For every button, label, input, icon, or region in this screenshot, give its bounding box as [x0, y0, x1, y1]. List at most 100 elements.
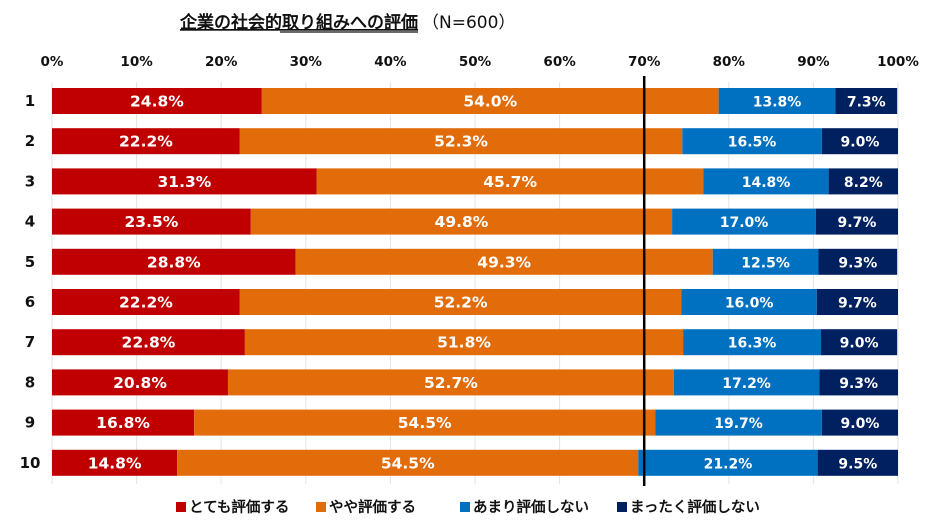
- data-label: 17.0%: [720, 215, 769, 231]
- bar-segment: [52, 449, 178, 476]
- bar-segment: [815, 208, 898, 235]
- data-label: 12.5%: [741, 255, 790, 271]
- category-labels: 1 2 3 4 5 6 7 8 9 10: [20, 92, 41, 472]
- bar-segment: [194, 409, 656, 436]
- data-label: 17.2%: [722, 376, 771, 392]
- bars: 24.8% 54.0% 13.8% 7.3% 22.2% 52.3% 16.5% 9.0% 31…: [52, 88, 898, 476]
- bar-segment: [52, 208, 251, 235]
- legend-label: あまり評価しない: [473, 498, 589, 516]
- data-label: 9.5%: [838, 456, 877, 472]
- data-label: 45.7%: [483, 173, 537, 191]
- legend-label: まったく評価しない: [630, 498, 760, 516]
- category-label: 4: [25, 213, 35, 231]
- category-label: 5: [25, 253, 35, 271]
- bar-segment: [681, 289, 817, 315]
- data-label: 9.3%: [838, 255, 877, 271]
- bar-segment: [821, 329, 898, 356]
- data-label: 54.5%: [381, 454, 435, 472]
- x-tick-label: 100%: [877, 54, 919, 70]
- category-label: 3: [25, 172, 35, 190]
- bar-segment: [239, 128, 683, 155]
- data-label: 31.3%: [158, 173, 212, 191]
- category-label: 8: [25, 373, 35, 391]
- data-label: 52.7%: [424, 374, 478, 392]
- x-tick-label: 90%: [797, 54, 830, 70]
- data-label: 16.8%: [96, 414, 150, 432]
- bar-segment: [638, 449, 818, 476]
- bar-segment: [52, 128, 240, 155]
- data-label: 24.8%: [130, 93, 184, 111]
- data-label: 16.5%: [728, 135, 777, 151]
- bar-segment: [227, 369, 674, 396]
- bar-segment: [52, 248, 296, 275]
- bar-segment: [52, 289, 240, 315]
- bar-segment: [52, 168, 317, 195]
- category-label: 10: [20, 454, 41, 472]
- data-label: 16.0%: [725, 296, 774, 312]
- x-axis-ticks: 0% 10% 20% 30% 40% 50% 60% 70% 80% 90% 100%: [41, 54, 920, 70]
- data-label: 9.7%: [838, 215, 877, 231]
- data-label: 7.3%: [847, 95, 886, 111]
- bar-segment: [52, 88, 262, 114]
- legend-label: やや評価する: [329, 498, 416, 516]
- data-label: 9.7%: [838, 296, 877, 312]
- x-tick-label: 80%: [713, 54, 746, 70]
- bar-segment: [52, 369, 228, 396]
- x-tick-label: 40%: [374, 54, 407, 70]
- bar-segment: [703, 168, 829, 195]
- data-label: 22.2%: [119, 294, 173, 312]
- x-tick-label: 50%: [459, 54, 492, 70]
- bar-segment: [828, 168, 898, 195]
- bar-segment: [52, 329, 245, 356]
- bar-segment: [818, 248, 898, 275]
- data-label: 9.0%: [840, 336, 879, 352]
- data-label: 9.0%: [841, 416, 880, 432]
- data-label: 16.3%: [728, 336, 777, 352]
- bar-segment: [817, 449, 898, 476]
- bar-segment: [821, 128, 898, 155]
- bar-segment: [819, 369, 898, 396]
- x-tick-label: 10%: [120, 54, 153, 70]
- bar-segment: [835, 88, 898, 114]
- data-label: 54.5%: [398, 414, 452, 432]
- data-label: 14.8%: [742, 175, 791, 191]
- legend: とても評価する やや評価する あまり評価しない まったく評価しない: [176, 498, 760, 516]
- data-label: 21.2%: [704, 456, 753, 472]
- bar-segment: [673, 369, 820, 396]
- bar-segment: [261, 88, 719, 114]
- legend-swatch: [617, 502, 627, 512]
- chart-subtitle: （N=600）: [422, 13, 515, 33]
- category-label: 1: [25, 92, 35, 110]
- bar-segment: [250, 208, 673, 235]
- data-label: 9.3%: [839, 376, 878, 392]
- category-label: 9: [25, 414, 35, 432]
- data-label: 19.7%: [714, 416, 763, 432]
- data-label: 20.8%: [113, 374, 167, 392]
- bar-segment: [655, 409, 822, 436]
- data-label: 52.2%: [434, 294, 488, 312]
- data-label: 23.5%: [125, 213, 179, 231]
- bar-segment: [816, 289, 898, 315]
- bar-segment: [316, 168, 704, 195]
- bar-segment: [712, 248, 819, 275]
- category-label: 6: [25, 293, 35, 311]
- data-label: 52.3%: [434, 133, 488, 151]
- legend-swatch: [316, 502, 326, 512]
- bar-segment: [244, 329, 684, 356]
- data-label: 49.3%: [477, 253, 531, 271]
- data-label: 49.8%: [435, 213, 489, 231]
- data-label: 28.8%: [147, 253, 201, 271]
- bar-segment: [718, 88, 836, 114]
- bar-segment: [52, 409, 195, 436]
- data-label: 51.8%: [437, 334, 491, 352]
- bar-segment: [177, 449, 639, 476]
- data-label: 22.8%: [122, 334, 176, 352]
- bar-segment: [672, 208, 816, 235]
- x-tick-label: 60%: [543, 54, 576, 70]
- x-tick-label: 30%: [290, 54, 323, 70]
- legend-label: とても評価する: [189, 498, 289, 516]
- legend-swatch: [176, 502, 186, 512]
- data-label: 14.8%: [88, 454, 142, 472]
- data-label: 9.0%: [841, 135, 880, 151]
